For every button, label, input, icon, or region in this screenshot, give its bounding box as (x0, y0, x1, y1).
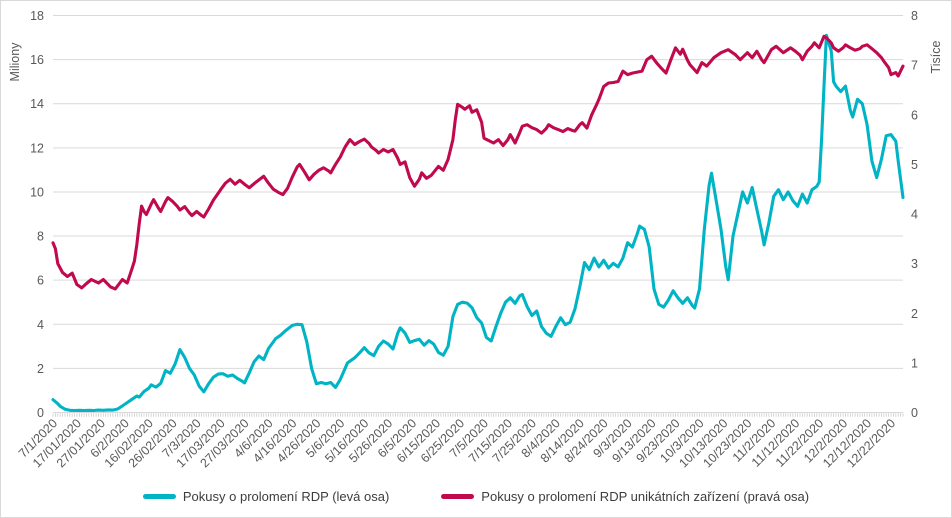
legend: Pokusy o prolomení RDP (levá osa) Pokusy… (0, 489, 952, 504)
right-axis-tick-label: 3 (911, 257, 918, 271)
right-axis-tick-labels: 0 1 2 3 4 5 6 7 8 (911, 9, 918, 420)
legend-item-rdp-unique-devices: Pokusy o prolomení RDP unikátních zaříze… (441, 489, 809, 504)
left-axis-tick-label: 0 (37, 406, 44, 420)
legend-line-swatch-crimson (441, 494, 475, 499)
left-axis-tick-label: 8 (37, 230, 44, 244)
right-axis-tick-label: 4 (911, 208, 918, 222)
left-axis-tick-label: 14 (30, 97, 44, 111)
left-axis-tick-label: 6 (37, 274, 44, 288)
right-axis-tick-label: 2 (911, 307, 918, 321)
legend-label: Pokusy o prolomení RDP unikátních zaříze… (481, 489, 810, 504)
legend-item-rdp-attempts: Pokusy o prolomení RDP (levá osa) (142, 489, 390, 504)
left-axis-tick-label: 10 (30, 185, 44, 199)
x-axis-day-tick-marks (52, 413, 904, 417)
right-axis-tick-label: 7 (911, 59, 918, 73)
left-axis-tick-label: 12 (30, 141, 44, 155)
right-axis-tick-label: 1 (911, 356, 918, 370)
left-axis-title: Miliony (8, 42, 22, 82)
x-axis-tick-labels: 7/1/202017/01/202027/01/20206/2/202016/0… (16, 416, 898, 470)
series-rdp-unique-devices-line (51, 34, 905, 291)
series-rdp-attempts-line (51, 33, 905, 413)
left-axis-tick-label: 4 (37, 318, 44, 332)
right-axis-title: Tisíce (929, 40, 943, 74)
left-axis-tick-labels: 0 2 4 6 8 10 12 14 16 18 (30, 9, 44, 420)
right-axis-tick-label: 0 (911, 406, 918, 420)
left-axis-tick-label: 2 (37, 362, 44, 376)
left-axis-tick-label: 18 (30, 9, 44, 23)
right-axis-tick-label: 5 (911, 158, 918, 172)
right-axis-tick-label: 6 (911, 108, 918, 122)
series-lines (51, 33, 905, 413)
legend-line-swatch-cyan (142, 494, 176, 499)
right-axis-tick-label: 8 (911, 9, 918, 23)
legend-label: Pokusy o prolomení RDP (levá osa) (182, 489, 390, 504)
left-axis-tick-label: 16 (30, 53, 44, 67)
